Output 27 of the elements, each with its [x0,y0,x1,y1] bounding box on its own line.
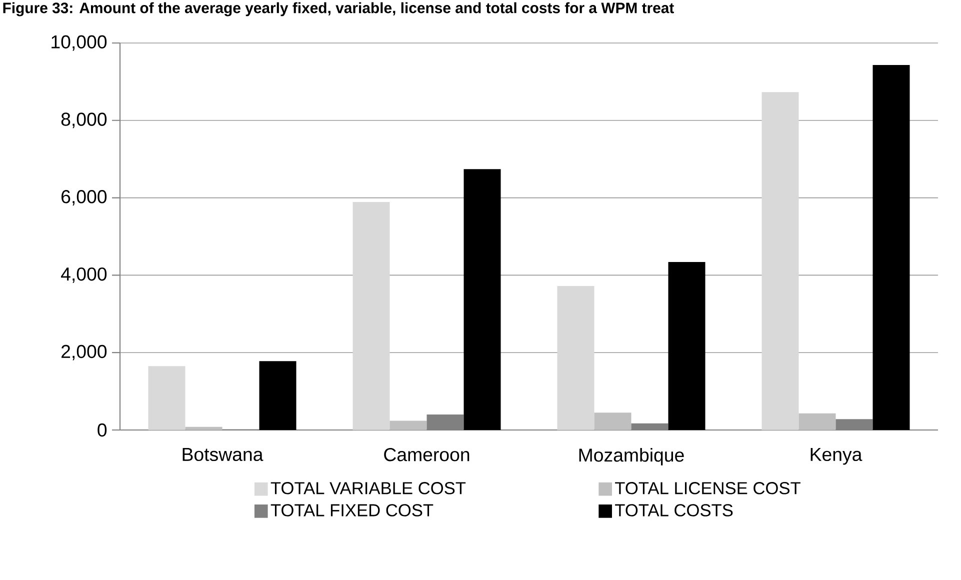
x-tick-label: Botswana [182,448,264,462]
x-tick-label: Mozambique [579,448,684,466]
bar [762,92,799,430]
legend-label: TOTAL VARIABLE COST [270,482,466,494]
bar [798,413,836,430]
bar [390,420,427,430]
y-tick-label: 2,000 [62,344,107,360]
y-tick-label: 4,000 [61,267,107,283]
y-tick-label: 0 [98,423,107,437]
legend-label: TOTAL COSTS [615,504,733,516]
bar [557,286,594,430]
bar [668,262,706,430]
bar [872,65,910,430]
bar [464,169,501,430]
legend-label: TOTAL LICENSE COST [615,482,800,494]
x-tick-label: Kenya [810,448,862,465]
legend-label: TOTAL FIXED COST [270,504,434,516]
bar [148,366,186,430]
bar [259,361,296,430]
bar [185,426,222,430]
y-tick-label: 6,000 [62,190,107,206]
y-tick-label: 8,000 [61,112,107,128]
bar [594,412,632,430]
bar [352,202,390,430]
y-tick-label: 10,000 [52,35,107,51]
x-tick-label: Cameroon [384,448,470,462]
chart-title: Figure 33: Amount of the average yearly fixed, variable, license and total costs for a WPM treat [3,2,674,16]
